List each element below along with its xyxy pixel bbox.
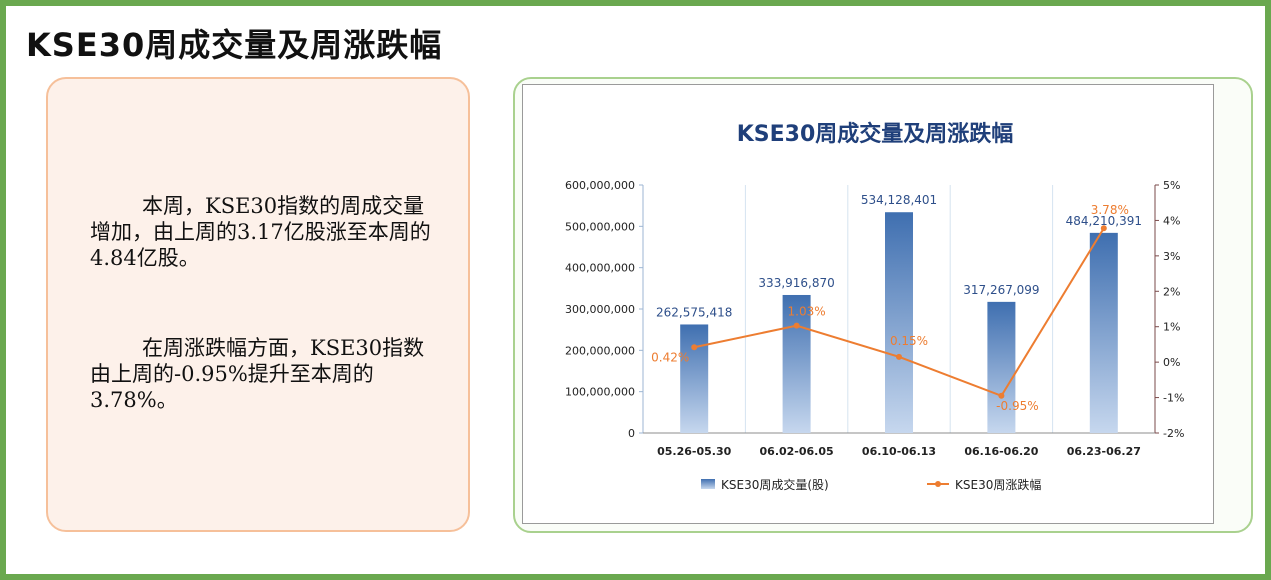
right-tick-label: 5% bbox=[1163, 179, 1180, 192]
category-label: 05.26-05.30 bbox=[657, 445, 731, 458]
category-label: 06.02-06.05 bbox=[760, 445, 834, 458]
right-tick-label: 0% bbox=[1163, 356, 1180, 369]
chart-title: KSE30周成交量及周涨跌幅 bbox=[737, 121, 1014, 147]
left-tick-label: 600,000,000 bbox=[565, 179, 635, 192]
category-label: 06.23-06.27 bbox=[1067, 445, 1141, 458]
volume-bar-label: 262,575,418 bbox=[656, 305, 732, 319]
change-point-label: 0.15% bbox=[890, 334, 928, 348]
change-point bbox=[998, 392, 1005, 399]
change-point-label: 3.78% bbox=[1091, 203, 1129, 217]
category-label: 06.10-06.13 bbox=[862, 445, 936, 458]
change-point bbox=[896, 353, 902, 360]
volume-bar bbox=[987, 301, 1016, 433]
right-tick-label: 2% bbox=[1163, 285, 1180, 298]
left-tick-label: 200,000,000 bbox=[565, 344, 635, 357]
category-label: 06.16-06.20 bbox=[964, 445, 1038, 458]
right-tick-label: 3% bbox=[1163, 250, 1180, 263]
chart-svg: KSE30周成交量及周涨跌幅 0 100,000,000 200,000,000 30… bbox=[565, 121, 1184, 492]
right-tick-label: -1% bbox=[1163, 392, 1184, 405]
legend-bar-label: KSE30周成交量(股) bbox=[721, 477, 829, 492]
volume-bar-label: 317,267,099 bbox=[963, 283, 1039, 297]
volume-commentary: 本周，KSE30指数的周成交量增加，由上周的3.17亿股涨至本周的4.84亿股。 bbox=[90, 194, 431, 270]
change-point-label: 0.42% bbox=[651, 350, 689, 364]
right-tick-label: -2% bbox=[1163, 427, 1184, 440]
change-point bbox=[793, 322, 800, 329]
left-tick-label: 300,000,000 bbox=[565, 303, 635, 316]
right-tick-label: 1% bbox=[1163, 321, 1180, 334]
volume-bar bbox=[680, 324, 709, 433]
left-tick-label: 500,000,000 bbox=[565, 220, 635, 233]
legend-bar-swatch bbox=[701, 479, 715, 489]
change-point bbox=[1100, 225, 1107, 232]
left-tick-label: 400,000,000 bbox=[565, 262, 635, 275]
change-point-label: 1.03% bbox=[788, 305, 826, 319]
legend-line-label: KSE30周涨跌幅 bbox=[955, 477, 1041, 492]
page-title: KSE30周成交量及周涨跌幅 bbox=[26, 26, 443, 64]
left-tick-label: 0 bbox=[628, 427, 635, 440]
chart-area: KSE30周成交量及周涨跌幅 0 100,000,000 200,000,000 30… bbox=[522, 84, 1214, 524]
right-tick-label: 4% bbox=[1163, 214, 1180, 227]
left-tick-label: 100,000,000 bbox=[565, 386, 635, 399]
volume-bar-label: 333,916,870 bbox=[758, 276, 834, 290]
change-point-label: -0.95% bbox=[996, 399, 1038, 413]
change-commentary: 在周涨跌幅方面，KSE30指数由上周的-0.95%提升至本周的3.78%。 bbox=[90, 336, 425, 412]
change-point bbox=[691, 344, 698, 351]
legend-line-marker bbox=[935, 481, 941, 487]
volume-bar bbox=[885, 212, 913, 433]
volume-bar bbox=[782, 294, 811, 433]
volume-bar bbox=[1089, 232, 1118, 433]
commentary-panel: 本周，KSE30指数的周成交量增加，由上周的3.17亿股涨至本周的4.84亿股。… bbox=[46, 77, 470, 532]
volume-bar-label: 484,210,391 bbox=[1066, 214, 1142, 228]
volume-bar-label: 534,128,401 bbox=[861, 193, 937, 207]
